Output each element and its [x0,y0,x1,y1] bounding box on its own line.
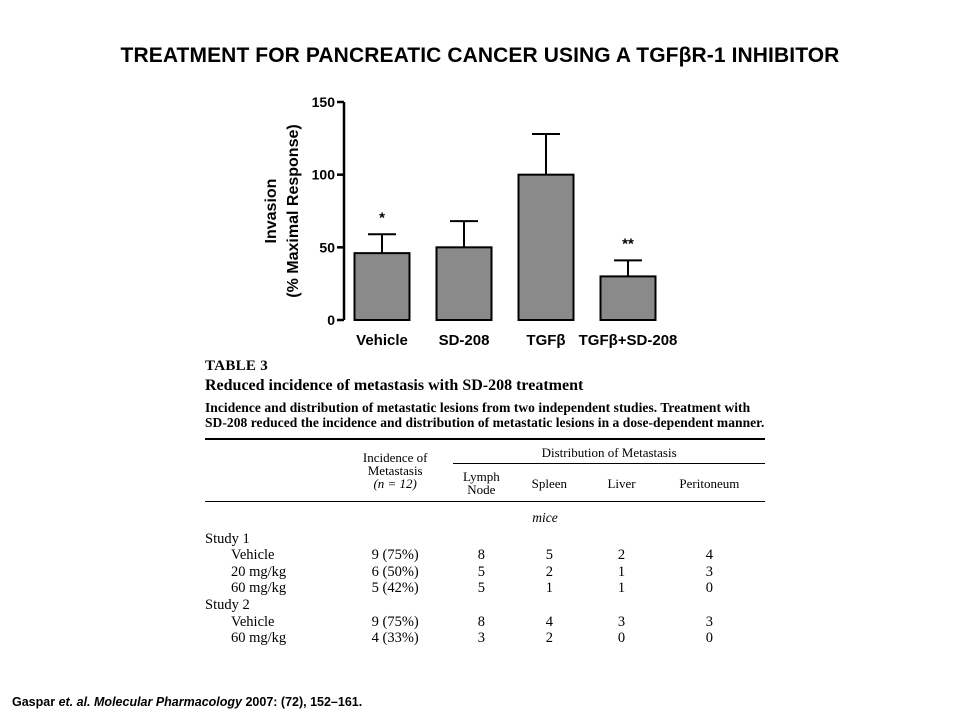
table-row: 60 mg/kg 4 (33%) 3 2 0 0 [205,630,765,647]
slide-title: TREATMENT FOR PANCREATIC CANCER USING A … [120,44,840,67]
y-tick-label: 50 [319,239,335,255]
spleen-cell: 4 [545,613,553,630]
citation-authors: Gaspar [12,695,59,709]
peritoneum-cell: 0 [705,580,714,597]
row-label: 60 mg/kg [231,580,287,597]
liver-cell [589,597,654,614]
significance-marker-3: ** [622,235,634,252]
units-row: mice [205,500,765,531]
row-label: 60 mg/kg [231,630,287,647]
stub-header [205,440,337,502]
incidence-cell: 9 (75%) [371,547,419,564]
category-label-1: SD-208 [439,332,490,349]
peritoneum-cell [654,531,765,548]
liver-header: Liver [607,475,636,491]
peritoneum-cell: 3 [705,613,714,630]
table-row: Vehicle 9 (75%) 8 5 2 4 [205,547,765,564]
peritoneum-cell: 0 [705,630,714,647]
row-label: Study 1 [205,530,250,547]
incidence-cell [337,531,453,548]
y-tick-label: 100 [312,167,336,183]
incidence-header-line3: (n = 12) [373,476,417,491]
spleen-header: Spleen [531,475,568,491]
bar-1 [435,246,493,321]
peritoneum-header: Peritoneum [679,475,740,491]
spleen-cell: 2 [545,563,553,580]
liver-cell: 3 [617,613,626,630]
row-label: 20 mg/kg [231,563,287,580]
table-row: Study 1 [205,531,765,548]
lymph-cell: 5 [477,580,485,597]
table-caption: Incidence and distribution of metastatic… [205,400,765,430]
category-label-0: Vehicle [356,332,408,349]
table-row: 60 mg/kg 5 (42%) 5 1 1 0 [205,580,765,597]
lymph-node-header: Lymph Node [453,464,509,502]
bar-0 [353,252,411,321]
liver-cell: 0 [617,630,626,647]
liver-cell [589,531,654,548]
citation-journal: Molecular Pharmacology [94,695,242,709]
liver-cell: 2 [617,547,626,564]
bar-3 [599,275,657,321]
lymph-cell: 8 [477,547,485,564]
y-axis-subtitle: (% Maximal Response) [285,124,302,297]
table-row: Vehicle 9 (75%) 8 4 3 3 [205,614,765,631]
lymph-cell [453,597,509,614]
y-tick-label: 150 [312,94,336,110]
citation: Gaspar et. al. Molecular Pharmacology 20… [12,695,362,709]
lymph-cell: 8 [477,613,485,630]
lymph-cell: 3 [477,630,485,647]
table-top-rule [205,438,765,440]
units-label: mice [205,500,765,531]
incidence-header-line2: Metastasis [367,463,423,478]
y-axis-title: Invasion [263,179,280,244]
incidence-cell [337,597,453,614]
metastasis-table-block: TABLE 3 Reduced incidence of metastasis … [205,358,765,647]
distribution-header: Distribution of Metastasis [453,440,765,464]
incidence-header: Incidence of Metastasis (n = 12) [337,440,453,502]
incidence-cell: 9 (75%) [371,613,419,630]
incidence-cell: 5 (42%) [371,580,419,597]
spleen-cell [509,597,589,614]
incidence-cell: 6 (50%) [371,563,419,580]
peritoneum-cell [654,597,765,614]
row-label: Vehicle [231,613,275,630]
significance-marker-0: * [379,209,385,226]
category-label-3: TGFβ+SD-208 [579,332,678,349]
table-row: Study 2 [205,597,765,614]
incidence-cell: 4 (33%) [371,630,419,647]
lymph-cell: 5 [477,563,485,580]
spleen-cell: 5 [545,547,553,564]
liver-cell: 1 [617,563,626,580]
liver-cell: 1 [617,580,626,597]
spleen-cell: 2 [545,630,553,647]
table-label: TABLE 3 [205,358,269,374]
category-label-2: TGFβ [526,332,565,349]
lymph-header-line2: Node [467,482,496,497]
incidence-header-line1: Incidence of [362,450,428,465]
spleen-cell [509,531,589,548]
peritoneum-cell: 3 [705,563,714,580]
row-label: Study 2 [205,596,250,613]
metastasis-table: Incidence of Metastasis (n = 12) Distrib… [205,440,765,647]
lymph-cell [453,531,509,548]
peritoneum-cell: 4 [705,547,714,564]
invasion-bar-chart: 0 50 100 150 Invasion (% Maximal Response) * Ve… [263,94,678,349]
y-tick-label: 0 [327,312,335,328]
lymph-header-line1: Lymph [462,469,500,484]
bar-2 [517,173,575,321]
table-title: Reduced incidence of metastasis with SD-… [205,377,584,394]
citation-details: 2007: (72), 152–161. [241,695,363,709]
spleen-cell: 1 [545,580,553,597]
row-label: Vehicle [231,547,275,564]
citation-etal: et. al. [58,695,91,709]
table-row: 20 mg/kg 6 (50%) 5 2 1 3 [205,564,765,581]
